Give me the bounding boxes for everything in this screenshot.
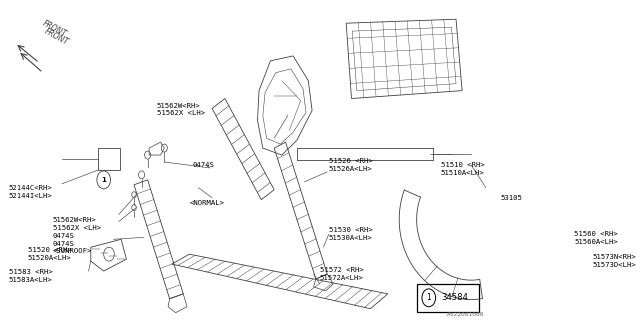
Text: 51562W<RH>
51562X <LH>
0474S
0474S
<SUNROOF>: 51562W<RH> 51562X <LH> 0474S 0474S <SUNR… bbox=[53, 218, 101, 254]
Text: 51510 <RH>
51510A<LH>: 51510 <RH> 51510A<LH> bbox=[441, 162, 484, 176]
Text: 53105: 53105 bbox=[500, 195, 522, 201]
Text: FRONT: FRONT bbox=[41, 19, 68, 39]
Text: 34584: 34584 bbox=[441, 293, 468, 302]
Text: 51573N<RH>
51573D<LH>: 51573N<RH> 51573D<LH> bbox=[593, 254, 636, 268]
Text: 51583 <RH>
51583A<LH>: 51583 <RH> 51583A<LH> bbox=[9, 269, 52, 283]
Bar bbox=[417, 284, 479, 312]
Text: 52144C<RH>
52144I<LH>: 52144C<RH> 52144I<LH> bbox=[9, 185, 52, 198]
Circle shape bbox=[97, 171, 111, 189]
Text: <NORMAL>: <NORMAL> bbox=[189, 200, 224, 206]
Text: 51530 <RH>
51530A<LH>: 51530 <RH> 51530A<LH> bbox=[329, 228, 372, 241]
Text: 0474S: 0474S bbox=[193, 162, 214, 168]
Text: 51520 <RH>
51520A<LH>: 51520 <RH> 51520A<LH> bbox=[28, 247, 72, 261]
Text: 1: 1 bbox=[101, 177, 106, 183]
Text: A522001080: A522001080 bbox=[447, 312, 485, 316]
Bar bbox=[99, 148, 120, 170]
Text: FRONT: FRONT bbox=[43, 27, 70, 47]
Text: 1: 1 bbox=[426, 293, 431, 302]
Text: 51560 <RH>
51560A<LH>: 51560 <RH> 51560A<LH> bbox=[574, 231, 618, 245]
Text: 51562W<RH>
51562X <LH>: 51562W<RH> 51562X <LH> bbox=[157, 102, 205, 116]
Text: 51526 <RH>
51526A<LH>: 51526 <RH> 51526A<LH> bbox=[329, 158, 372, 172]
Text: 51572 <RH>
51572A<LH>: 51572 <RH> 51572A<LH> bbox=[319, 267, 364, 281]
